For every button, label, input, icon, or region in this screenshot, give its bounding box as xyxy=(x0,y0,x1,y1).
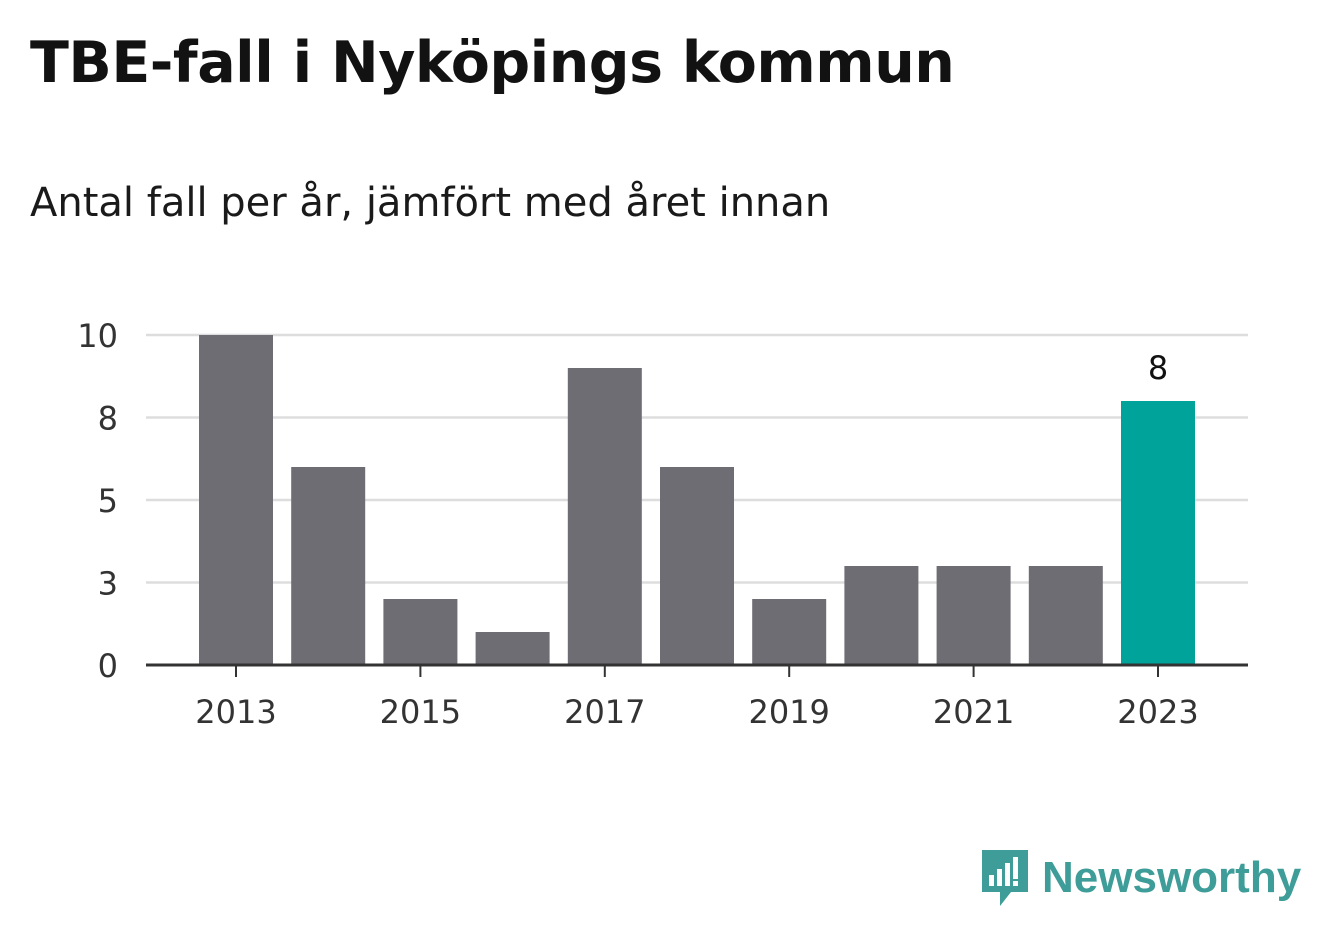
x-tick-label: 2023 xyxy=(1117,693,1198,731)
bar xyxy=(383,599,458,665)
bar xyxy=(936,566,1011,665)
bar xyxy=(660,467,734,665)
bar xyxy=(1121,401,1195,665)
x-tick-label: 2015 xyxy=(380,693,461,731)
bar xyxy=(475,632,550,665)
y-tick-label: 5 xyxy=(98,482,118,520)
x-tick-label: 2013 xyxy=(195,693,276,731)
bar xyxy=(199,335,273,665)
chart-title: TBE-fall i Nyköpings kommun xyxy=(30,30,955,96)
x-tick-label: 2019 xyxy=(748,693,829,731)
bar xyxy=(752,599,827,665)
bar xyxy=(844,566,919,665)
chart-subtitle: Antal fall per år, jämfört med året inna… xyxy=(30,180,831,226)
bar xyxy=(291,467,366,665)
y-tick-label: 0 xyxy=(98,647,118,685)
x-tick-label: 2021 xyxy=(933,693,1014,731)
brand-name: Newsworthy xyxy=(1042,853,1302,902)
bar xyxy=(567,368,642,665)
newsworthy-logo-icon xyxy=(982,850,1028,906)
y-tick-label: 8 xyxy=(98,400,118,438)
y-tick-label: 3 xyxy=(98,565,118,603)
bar xyxy=(1028,566,1103,665)
x-tick-label: 2017 xyxy=(564,693,645,731)
y-tick-label: 10 xyxy=(77,317,118,355)
data-label: 8 xyxy=(1148,349,1168,387)
brand-logo: Newsworthy xyxy=(980,848,1301,908)
